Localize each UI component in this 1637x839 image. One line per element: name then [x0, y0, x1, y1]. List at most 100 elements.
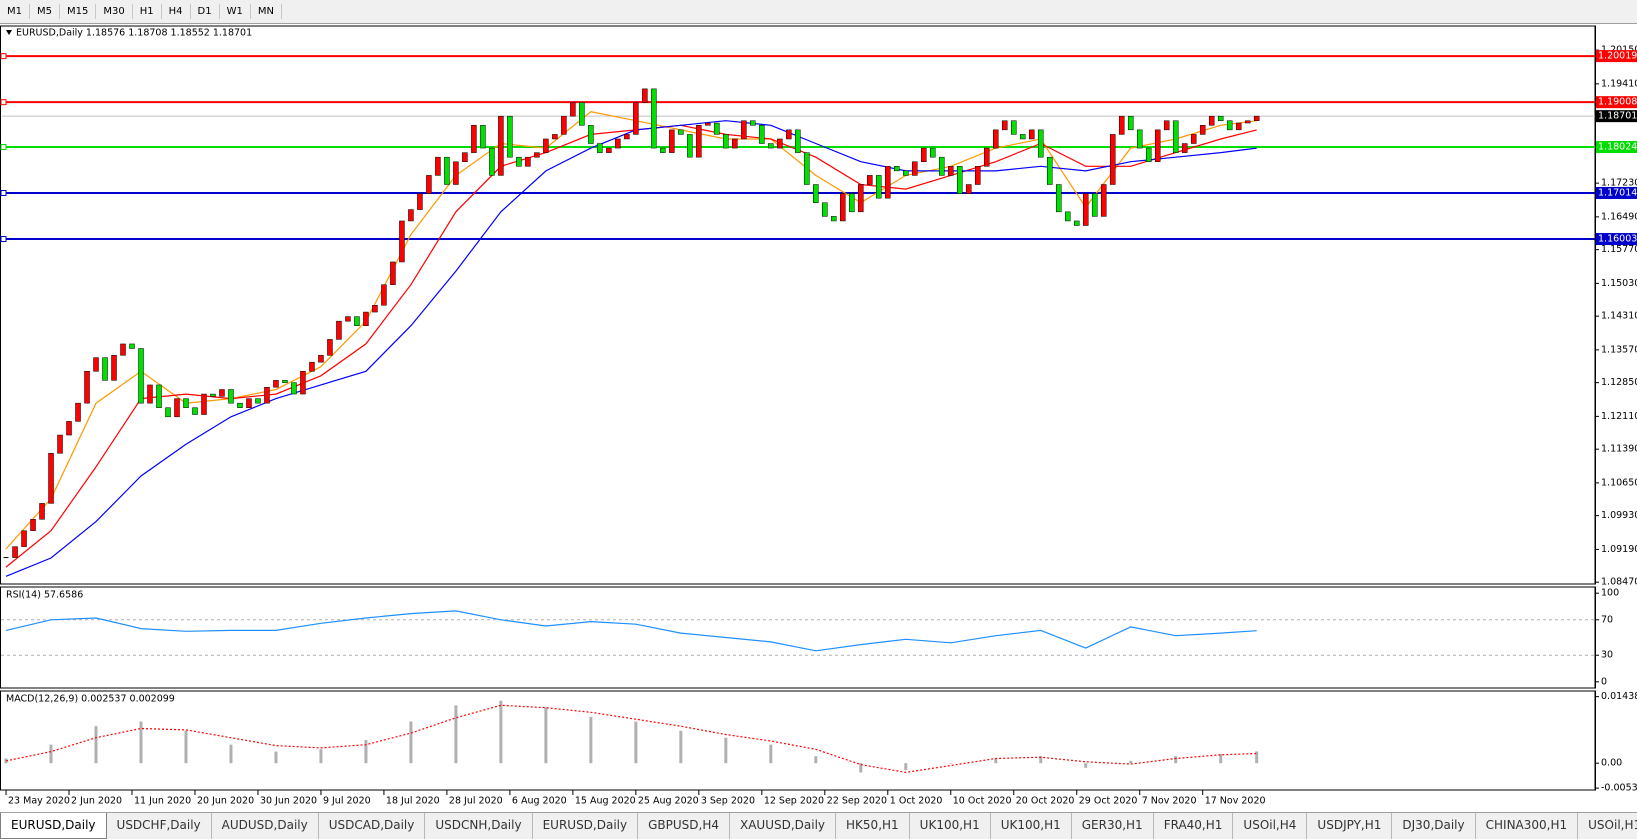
candle	[1172, 120, 1179, 153]
timeframe-button[interactable]: M30	[96, 4, 133, 19]
candle	[723, 134, 729, 149]
candle	[525, 156, 531, 167]
chart-tab[interactable]: USDCHF,Daily	[107, 813, 212, 839]
candle	[714, 122, 720, 135]
level-label: 1.18024	[1598, 141, 1637, 152]
chart-tab[interactable]: EURUSD,Daily	[0, 813, 107, 839]
y-tick-label: 0	[1601, 676, 1607, 687]
chart-tab[interactable]: DJ30,Daily	[1392, 813, 1476, 839]
level-label: 1.16003	[1598, 234, 1637, 245]
y-tick-label: 1.12850	[1601, 377, 1637, 388]
x-tick-label: 25 Aug 2020	[638, 796, 699, 807]
histogram-bar	[1219, 753, 1223, 764]
candle	[1217, 115, 1224, 121]
histogram-bar	[1255, 751, 1259, 764]
candle	[1020, 134, 1026, 140]
candle	[1109, 134, 1116, 185]
candle	[147, 384, 153, 404]
candle	[1145, 147, 1152, 162]
histogram-bar	[1129, 760, 1133, 764]
x-tick-label: 11 Jun 2020	[134, 796, 191, 807]
indicator-line	[5, 610, 1257, 652]
y-tick-label: 30	[1601, 650, 1613, 661]
chart-tab[interactable]: XAUUSD,Daily	[730, 813, 837, 839]
candle	[687, 134, 693, 158]
chart-tab[interactable]: UK100,H1	[991, 813, 1072, 839]
candle	[615, 138, 621, 149]
timeframe-button[interactable]: H1	[133, 4, 162, 19]
chart-tabs: EURUSD,Daily USDCHF,Daily AUDUSD,Daily USDC…	[0, 812, 1637, 839]
candle	[795, 129, 801, 153]
chart-tab[interactable]: GBPUSD,H4	[638, 813, 730, 839]
level-label: 1.19008	[1598, 97, 1637, 108]
candle	[1199, 125, 1206, 135]
candle	[507, 115, 513, 158]
candle	[993, 129, 999, 149]
y-tick-label: 0.00	[1601, 758, 1622, 769]
candle	[642, 88, 648, 103]
candle	[264, 386, 270, 404]
chart-tab[interactable]: AUDUSD,Daily	[212, 813, 319, 839]
candle	[399, 220, 405, 263]
candle	[21, 530, 27, 547]
candle	[174, 398, 180, 418]
chart-tab[interactable]: USOil,H4	[1233, 813, 1308, 839]
timeframe-button[interactable]: D1	[191, 4, 220, 19]
chart-tab[interactable]: CHINA300,H1	[1476, 813, 1579, 839]
chart-tab[interactable]: USOil,H1	[1578, 813, 1637, 839]
histogram-bar	[274, 751, 278, 764]
candle	[534, 152, 540, 158]
candle	[30, 519, 36, 531]
candle	[1055, 184, 1062, 213]
candle	[570, 102, 576, 117]
timeframe-button[interactable]: M5	[30, 4, 60, 19]
y-tick-label: 70	[1601, 614, 1613, 625]
chart-tab[interactable]: HK50,H1	[836, 813, 910, 839]
timeframe-button[interactable]: MN	[251, 4, 282, 19]
y-tick-label: 1.14310	[1601, 311, 1637, 322]
histogram-bar	[1039, 756, 1043, 764]
chart-tab[interactable]: UK100,H1	[910, 813, 991, 839]
timeframe-button[interactable]: H4	[162, 4, 191, 19]
candle	[660, 147, 666, 153]
candle	[183, 398, 189, 408]
candle	[1163, 120, 1170, 131]
chart-tab[interactable]: USDCNH,Daily	[425, 813, 533, 839]
candle	[552, 134, 558, 140]
chart-tab[interactable]: FRA40,H1	[1154, 813, 1234, 839]
toolbar: M1 M5 M15 M30 H1 H4 D1 W1 MN	[0, 0, 1637, 24]
candle	[813, 184, 819, 203]
timeframe-button[interactable]: M15	[60, 4, 97, 19]
candle	[336, 320, 342, 340]
candle	[138, 348, 144, 404]
candle	[435, 156, 441, 176]
candle	[1136, 129, 1143, 149]
candle	[255, 398, 261, 404]
candle	[867, 175, 873, 185]
chart-tab[interactable]: EURUSD,Daily	[533, 813, 639, 839]
candle	[129, 343, 135, 349]
candle	[1235, 122, 1242, 131]
timeframe-button[interactable]: W1	[220, 4, 251, 19]
candle	[246, 398, 252, 408]
timeframe-button[interactable]: M1	[0, 4, 30, 19]
x-tick-label: 3 Sep 2020	[701, 796, 755, 807]
chart-tab[interactable]: USDJPY,H1	[1307, 813, 1393, 839]
histogram-bar	[769, 744, 773, 764]
candle	[111, 355, 117, 381]
level-handle	[0, 99, 7, 106]
candle	[318, 355, 324, 363]
x-tick-label: 20 Oct 2020	[1016, 796, 1075, 807]
candle	[705, 122, 711, 126]
candle	[462, 152, 468, 162]
x-tick-label: 12 Sep 2020	[764, 796, 824, 807]
indicator-line	[5, 704, 1257, 774]
candle	[354, 316, 360, 326]
level-label-box	[1596, 50, 1637, 63]
candle	[966, 184, 972, 194]
candle	[858, 184, 864, 213]
y-tick-label: 1.16490	[1601, 211, 1637, 222]
histogram-bar	[904, 763, 908, 771]
chart-tab[interactable]: USDCAD,Daily	[319, 813, 426, 839]
chart-tab[interactable]: GER30,H1	[1072, 813, 1154, 839]
